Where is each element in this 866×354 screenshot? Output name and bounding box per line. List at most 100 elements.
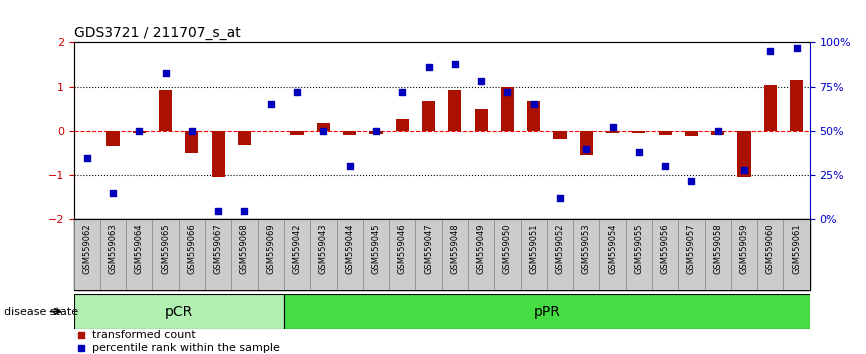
Point <box>790 45 804 51</box>
Bar <box>290 131 304 135</box>
Point <box>605 125 619 130</box>
Text: GSM559042: GSM559042 <box>293 223 301 274</box>
Bar <box>494 219 520 290</box>
Point <box>579 146 593 152</box>
Text: transformed count: transformed count <box>92 330 196 341</box>
Bar <box>363 219 389 290</box>
Text: GSM559068: GSM559068 <box>240 223 249 274</box>
Point <box>211 208 225 213</box>
Bar <box>284 219 310 290</box>
Point <box>132 128 146 134</box>
Bar <box>132 131 145 133</box>
Bar <box>546 219 573 290</box>
Text: GSM559066: GSM559066 <box>187 223 197 274</box>
Text: GSM559065: GSM559065 <box>161 223 170 274</box>
Bar <box>573 219 599 290</box>
Bar <box>468 219 494 290</box>
Text: GSM559061: GSM559061 <box>792 223 801 274</box>
Point <box>422 64 436 70</box>
Text: GSM559051: GSM559051 <box>529 223 538 274</box>
Bar <box>211 131 225 177</box>
Bar <box>238 131 251 145</box>
Bar <box>757 219 784 290</box>
Bar <box>527 101 540 131</box>
Bar <box>416 219 442 290</box>
Text: GDS3721 / 211707_s_at: GDS3721 / 211707_s_at <box>74 26 241 40</box>
Text: GSM559048: GSM559048 <box>450 223 459 274</box>
Text: disease state: disease state <box>4 307 79 316</box>
Bar <box>652 219 678 290</box>
Text: pCR: pCR <box>165 304 193 319</box>
Point <box>448 61 462 67</box>
Text: GSM559049: GSM559049 <box>476 223 486 274</box>
Point <box>290 89 304 95</box>
Bar <box>100 219 126 290</box>
Point <box>527 102 540 107</box>
Bar <box>126 219 152 290</box>
Bar <box>711 131 724 135</box>
Text: GSM559045: GSM559045 <box>372 223 380 274</box>
Bar <box>790 80 803 131</box>
Bar <box>370 131 383 134</box>
Bar <box>74 294 284 329</box>
Bar <box>396 119 409 131</box>
Text: GSM559044: GSM559044 <box>346 223 354 274</box>
Bar <box>705 219 731 290</box>
Point <box>369 128 383 134</box>
Bar <box>731 219 757 290</box>
Point <box>632 149 646 155</box>
Text: GSM559056: GSM559056 <box>661 223 669 274</box>
Text: GSM559054: GSM559054 <box>608 223 617 274</box>
Text: GSM559043: GSM559043 <box>319 223 328 274</box>
Text: GSM559067: GSM559067 <box>214 223 223 274</box>
Text: GSM559069: GSM559069 <box>266 223 275 274</box>
Bar <box>152 219 178 290</box>
Point <box>80 155 94 160</box>
Bar <box>520 219 546 290</box>
Text: GSM559058: GSM559058 <box>714 223 722 274</box>
Text: GSM559062: GSM559062 <box>82 223 91 274</box>
Point <box>264 102 278 107</box>
Bar <box>606 131 619 133</box>
Bar <box>632 131 645 133</box>
Point <box>185 128 199 134</box>
Point <box>316 128 330 134</box>
Bar <box>231 219 258 290</box>
Bar <box>389 219 416 290</box>
Text: GSM559060: GSM559060 <box>766 223 775 274</box>
Point <box>74 345 88 350</box>
Point <box>737 167 751 173</box>
Bar <box>310 219 337 290</box>
Bar <box>475 109 488 131</box>
Text: GSM559053: GSM559053 <box>582 223 591 274</box>
Text: GSM559052: GSM559052 <box>555 223 565 274</box>
Text: percentile rank within the sample: percentile rank within the sample <box>92 343 280 353</box>
Bar <box>337 219 363 290</box>
Text: GSM559047: GSM559047 <box>424 223 433 274</box>
Point <box>501 89 514 95</box>
Bar <box>501 87 514 131</box>
Point <box>763 48 777 54</box>
Text: GSM559057: GSM559057 <box>687 223 696 274</box>
Bar <box>449 90 462 131</box>
Point <box>395 89 409 95</box>
Bar <box>442 219 468 290</box>
Bar <box>159 90 172 131</box>
Bar <box>343 131 356 135</box>
Point <box>711 128 725 134</box>
Bar <box>784 219 810 290</box>
Point <box>158 70 172 75</box>
Bar <box>74 219 100 290</box>
Bar <box>422 101 435 131</box>
Bar <box>185 131 198 153</box>
Bar <box>107 131 120 147</box>
Bar <box>764 85 777 131</box>
Bar <box>658 131 672 135</box>
Text: GSM559059: GSM559059 <box>740 223 748 274</box>
Point <box>107 190 120 196</box>
Bar <box>178 219 205 290</box>
Bar <box>205 219 231 290</box>
Bar <box>625 219 652 290</box>
Text: GSM559063: GSM559063 <box>108 223 118 274</box>
Text: GSM559046: GSM559046 <box>397 223 407 274</box>
